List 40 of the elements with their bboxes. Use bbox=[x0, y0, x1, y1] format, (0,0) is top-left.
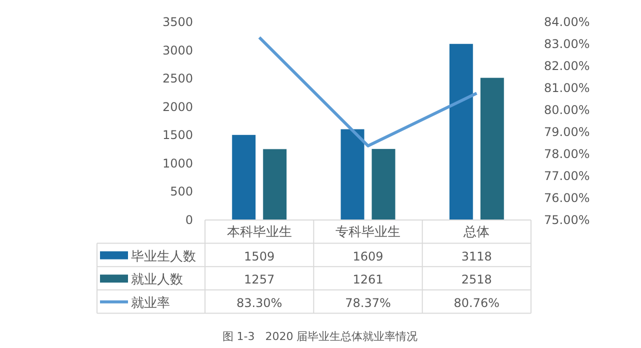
data-label: 1257 bbox=[244, 272, 275, 287]
x-tick-label: 本科毕业生 bbox=[226, 225, 292, 240]
data-label: 1609 bbox=[352, 249, 384, 264]
y2-tick-label: 78.00% bbox=[544, 147, 590, 161]
bar bbox=[262, 148, 288, 220]
data-label: 83.30% bbox=[236, 296, 282, 310]
bar bbox=[371, 148, 396, 220]
y2-tick-label: 82.00% bbox=[544, 59, 590, 73]
data-label: 2518 bbox=[461, 272, 492, 287]
bar bbox=[448, 43, 474, 220]
bar bbox=[232, 134, 256, 220]
y-tick-label: 3500 bbox=[162, 15, 193, 29]
y-tick-label: 500 bbox=[170, 184, 193, 199]
data-label: 3118 bbox=[461, 249, 492, 264]
x-tick-label: 总体 bbox=[462, 225, 490, 240]
y2-tick-label: 81.00% bbox=[544, 81, 590, 95]
bar bbox=[480, 77, 504, 220]
y2-tick-label: 76.00% bbox=[544, 191, 590, 205]
y2-tick-label: 83.00% bbox=[544, 37, 590, 51]
x-tick-label: 专科毕业生 bbox=[336, 225, 400, 240]
legend-label: 就业人数 bbox=[131, 272, 183, 288]
y2-tick-label: 77.00% bbox=[544, 169, 590, 183]
caption: 图 1-3 2020 届毕业生总体就业率情况 bbox=[222, 330, 418, 343]
y2-tick-label: 79.00% bbox=[544, 125, 590, 139]
y-tick-label: 2500 bbox=[162, 72, 193, 86]
data-label: 80.76% bbox=[454, 296, 500, 310]
legend-label: 就业率 bbox=[131, 294, 170, 311]
y-tick-label: 1500 bbox=[162, 128, 193, 142]
y2-tick-label: 75.00% bbox=[544, 213, 590, 227]
y2-tick-label: 84.00% bbox=[544, 15, 590, 29]
y2-tick-label: 80.00% bbox=[544, 103, 590, 117]
y-tick-label: 0 bbox=[185, 213, 193, 227]
y-tick-label: 1000 bbox=[162, 156, 193, 170]
data-label: 78.37% bbox=[345, 296, 391, 310]
y-tick-label: 2000 bbox=[162, 100, 193, 114]
bar bbox=[340, 128, 365, 220]
y-tick-label: 3000 bbox=[162, 43, 193, 58]
data-label: 1261 bbox=[352, 272, 384, 287]
legend-label: 毕业生人数 bbox=[131, 249, 196, 264]
data-label: 1509 bbox=[244, 249, 275, 264]
